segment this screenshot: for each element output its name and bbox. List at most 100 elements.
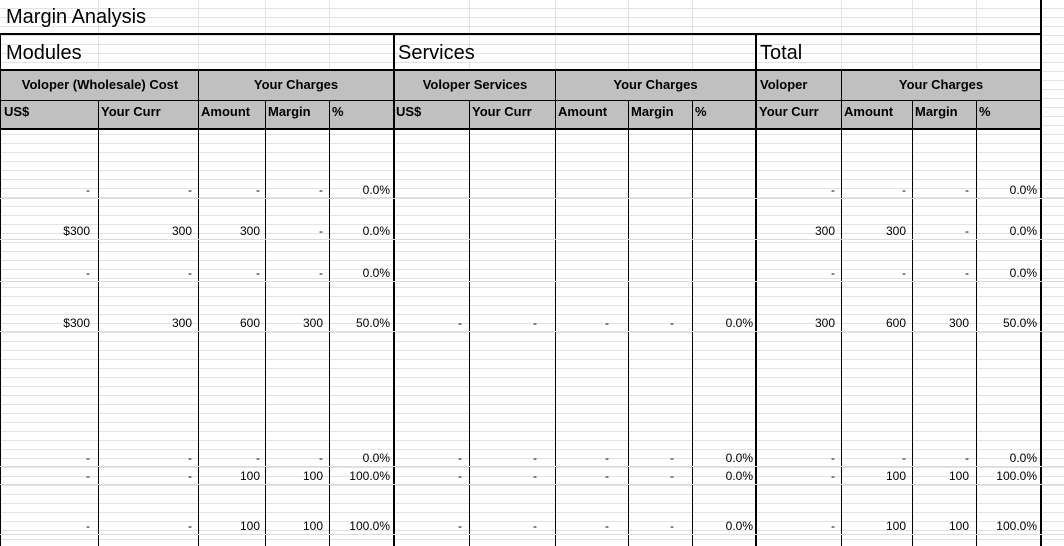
cell-total-pct[interactable]: 100.0% bbox=[996, 519, 1037, 533]
cell-services-amount[interactable]: - bbox=[605, 519, 609, 533]
row-gridline bbox=[0, 281, 1064, 282]
cell-total-margin[interactable]: - bbox=[965, 183, 969, 197]
cell-modules-usd[interactable]: - bbox=[86, 469, 90, 483]
sheet-title: Margin Analysis bbox=[6, 6, 147, 28]
cell-modules-usd[interactable]: $300 bbox=[63, 316, 90, 330]
cell-modules-margin[interactable]: 300 bbox=[302, 316, 323, 330]
cell-modules-pct[interactable]: 0.0% bbox=[362, 266, 390, 280]
cell-modules-pct[interactable]: 0.0% bbox=[362, 451, 390, 465]
cell-modules-margin[interactable]: 100 bbox=[302, 469, 323, 483]
border-line bbox=[0, 33, 1, 546]
cell-modules-pct[interactable]: 0.0% bbox=[362, 183, 390, 197]
cell-total-your-curr[interactable]: - bbox=[831, 183, 835, 197]
cell-modules-your-curr[interactable]: - bbox=[188, 469, 192, 483]
cell-modules-margin[interactable]: - bbox=[319, 224, 323, 238]
border-line bbox=[0, 100, 1040, 101]
border-line bbox=[976, 101, 977, 546]
cell-services-your-curr[interactable]: - bbox=[533, 469, 537, 483]
cell-modules-your-curr[interactable]: - bbox=[188, 266, 192, 280]
cell-modules-usd[interactable]: - bbox=[86, 451, 90, 465]
cell-modules-usd[interactable]: - bbox=[86, 266, 90, 280]
cell-modules-pct[interactable]: 100.0% bbox=[349, 469, 390, 483]
cell-services-usd[interactable]: - bbox=[458, 316, 462, 330]
cell-modules-amount[interactable]: 600 bbox=[239, 316, 260, 330]
cell-total-pct[interactable]: 50.0% bbox=[1002, 316, 1037, 330]
cell-total-pct[interactable]: 100.0% bbox=[996, 469, 1037, 483]
cell-total-your-curr[interactable]: - bbox=[831, 451, 835, 465]
cell-modules-amount[interactable]: 100 bbox=[239, 469, 260, 483]
cell-modules-margin[interactable]: - bbox=[319, 266, 323, 280]
cell-modules-your-curr[interactable]: - bbox=[188, 451, 192, 465]
border-line bbox=[555, 71, 556, 546]
cell-total-your-curr[interactable]: - bbox=[831, 469, 835, 483]
cell-total-your-curr[interactable]: 300 bbox=[814, 224, 835, 238]
cell-total-margin[interactable]: 100 bbox=[948, 519, 969, 533]
cell-modules-pct[interactable]: 100.0% bbox=[349, 519, 390, 533]
col-header-your-curr: Your Curr bbox=[472, 104, 532, 119]
cell-modules-your-curr[interactable]: 300 bbox=[171, 316, 192, 330]
cell-total-margin[interactable]: - bbox=[965, 224, 969, 238]
cell-modules-usd[interactable]: $300 bbox=[63, 224, 90, 238]
cell-total-your-curr[interactable]: - bbox=[831, 266, 835, 280]
cell-services-pct[interactable]: 0.0% bbox=[725, 469, 753, 483]
cell-modules-margin[interactable]: - bbox=[319, 183, 323, 197]
border-line bbox=[469, 101, 470, 546]
cell-total-amount[interactable]: - bbox=[902, 266, 906, 280]
cell-total-your-curr[interactable]: - bbox=[831, 519, 835, 533]
col-header-pct: % bbox=[979, 104, 991, 119]
cell-services-margin[interactable]: - bbox=[670, 316, 674, 330]
border-line bbox=[1040, 0, 1042, 546]
border-line bbox=[628, 101, 629, 546]
cell-services-amount[interactable]: - bbox=[605, 469, 609, 483]
cell-services-pct[interactable]: 0.0% bbox=[725, 316, 753, 330]
cell-modules-amount[interactable]: - bbox=[256, 451, 260, 465]
cell-total-amount[interactable]: 300 bbox=[885, 224, 906, 238]
cell-total-your-curr[interactable]: 300 bbox=[814, 316, 835, 330]
cell-services-margin[interactable]: - bbox=[670, 519, 674, 533]
cell-total-margin[interactable]: - bbox=[965, 451, 969, 465]
cell-services-usd[interactable]: - bbox=[458, 451, 462, 465]
cell-services-pct[interactable]: 0.0% bbox=[725, 451, 753, 465]
border-line bbox=[265, 101, 266, 546]
cell-services-margin[interactable]: - bbox=[670, 469, 674, 483]
cell-services-usd[interactable]: - bbox=[458, 519, 462, 533]
cell-modules-pct[interactable]: 50.0% bbox=[355, 316, 390, 330]
cell-modules-margin[interactable]: - bbox=[319, 451, 323, 465]
cell-modules-amount[interactable]: - bbox=[256, 266, 260, 280]
header-your-charges: Your Charges bbox=[613, 77, 698, 92]
col-header-amount: Amount bbox=[201, 104, 251, 119]
cell-modules-margin[interactable]: 100 bbox=[302, 519, 323, 533]
cell-total-margin[interactable]: 300 bbox=[948, 316, 969, 330]
cell-total-margin[interactable]: 100 bbox=[948, 469, 969, 483]
cell-total-amount[interactable]: - bbox=[902, 183, 906, 197]
cell-modules-amount[interactable]: 100 bbox=[239, 519, 260, 533]
cell-services-usd[interactable]: - bbox=[458, 469, 462, 483]
cell-services-your-curr[interactable]: - bbox=[533, 451, 537, 465]
cell-total-amount[interactable]: 600 bbox=[885, 316, 906, 330]
col-header-usd: US$ bbox=[396, 104, 422, 119]
cell-modules-your-curr[interactable]: - bbox=[188, 519, 192, 533]
cell-services-amount[interactable]: - bbox=[605, 451, 609, 465]
cell-total-amount[interactable]: 100 bbox=[885, 519, 906, 533]
cell-total-amount[interactable]: - bbox=[902, 451, 906, 465]
cell-modules-your-curr[interactable]: - bbox=[188, 183, 192, 197]
cell-services-your-curr[interactable]: - bbox=[533, 519, 537, 533]
cell-modules-amount[interactable]: - bbox=[256, 183, 260, 197]
cell-total-pct[interactable]: 0.0% bbox=[1009, 266, 1037, 280]
cell-services-amount[interactable]: - bbox=[605, 316, 609, 330]
cell-total-amount[interactable]: 100 bbox=[885, 469, 906, 483]
cell-services-pct[interactable]: 0.0% bbox=[725, 519, 753, 533]
cell-modules-your-curr[interactable]: 300 bbox=[171, 224, 192, 238]
cell-modules-pct[interactable]: 0.0% bbox=[362, 224, 390, 238]
cell-total-pct[interactable]: 0.0% bbox=[1009, 451, 1037, 465]
cell-total-margin[interactable]: - bbox=[965, 266, 969, 280]
cell-modules-amount[interactable]: 300 bbox=[239, 224, 260, 238]
cell-services-your-curr[interactable]: - bbox=[533, 316, 537, 330]
row-gridline bbox=[0, 198, 1064, 199]
cell-modules-usd[interactable]: - bbox=[86, 183, 90, 197]
cell-total-pct[interactable]: 0.0% bbox=[1009, 183, 1037, 197]
cell-services-margin[interactable]: - bbox=[670, 451, 674, 465]
cell-modules-usd[interactable]: - bbox=[86, 519, 90, 533]
cell-total-pct[interactable]: 0.0% bbox=[1009, 224, 1037, 238]
